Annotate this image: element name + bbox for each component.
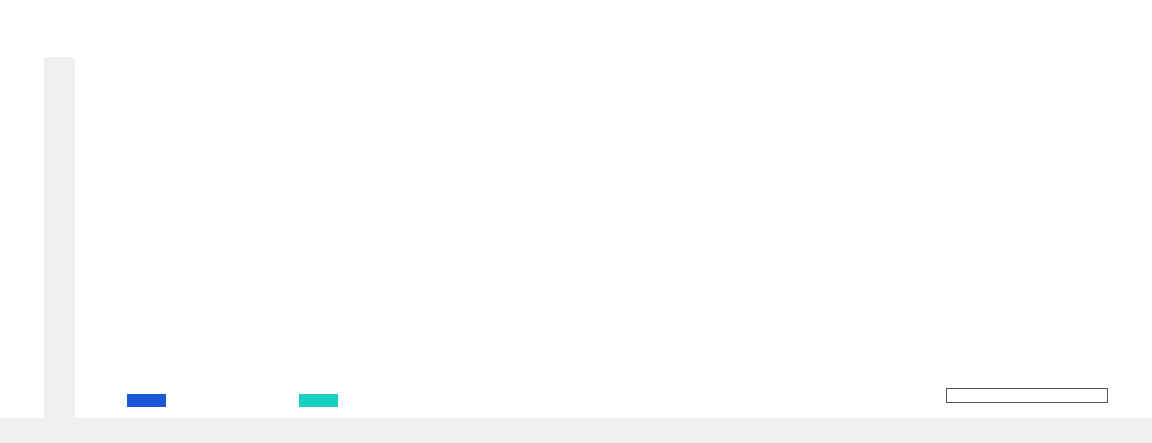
left-stripe [44, 57, 75, 418]
cloud-density-scale [946, 388, 1108, 403]
shower-swatch [299, 394, 338, 407]
rain-swatch [127, 394, 166, 407]
bottom-stripe [0, 418, 1152, 443]
cloud-density-scale-labels [936, 403, 1121, 419]
